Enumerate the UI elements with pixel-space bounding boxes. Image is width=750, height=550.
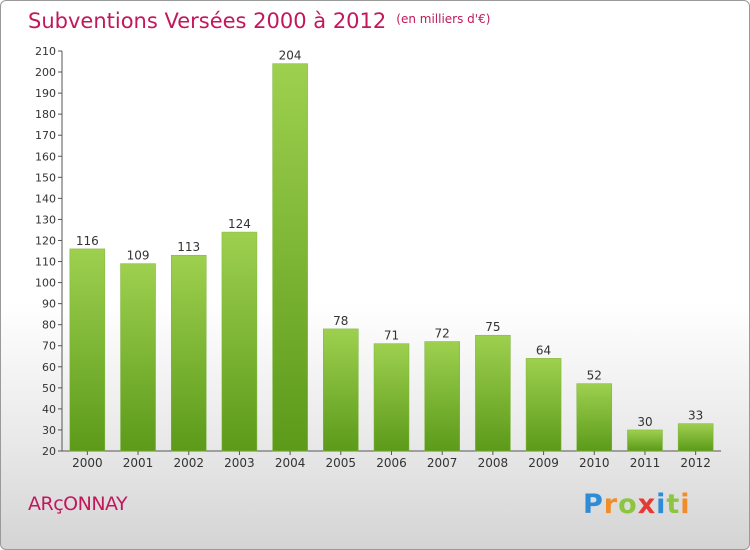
x-tick-label: 2010 xyxy=(579,456,610,470)
y-tick-label: 170 xyxy=(35,129,56,142)
y-tick-label: 40 xyxy=(42,403,56,416)
brand-letter: i xyxy=(680,489,691,520)
bar-chart: 20 30 40 50 60 70 80 90 100 110 120 130 140 150 160 170… xyxy=(35,45,721,470)
brand-letter: P xyxy=(583,489,604,520)
brand-letter: i xyxy=(656,489,667,520)
y-tick-label: 150 xyxy=(35,171,56,184)
x-tick-label: 2002 xyxy=(173,456,204,470)
value-label: 124 xyxy=(228,217,251,231)
x-tick-label: 2008 xyxy=(478,456,509,470)
y-tick-label: 20 xyxy=(42,445,56,458)
y-tick-label: 200 xyxy=(35,66,56,79)
y-tick-label: 90 xyxy=(42,298,56,311)
bar-2007 xyxy=(424,341,460,452)
value-label: 75 xyxy=(485,320,500,334)
brand-letter: r xyxy=(603,489,619,520)
x-tick-label: 2009 xyxy=(528,456,559,470)
y-tick-label: 50 xyxy=(42,382,56,395)
bar-2010 xyxy=(576,383,613,452)
brand-letter: o xyxy=(618,489,638,520)
value-label: 109 xyxy=(127,249,150,263)
value-label: 204 xyxy=(279,49,302,63)
x-tick-label: 2007 xyxy=(427,456,458,470)
value-label: 71 xyxy=(384,329,399,343)
y-tick-label: 210 xyxy=(35,45,56,58)
x-tick-label: 2005 xyxy=(326,456,357,470)
brand-letter: t xyxy=(666,489,681,520)
y-tick-label: 70 xyxy=(42,340,56,353)
bar-2012 xyxy=(677,423,714,452)
value-label: 78 xyxy=(333,314,348,328)
x-tick-label: 2004 xyxy=(275,456,306,470)
y-tick-label: 80 xyxy=(42,319,56,332)
y-tick-label: 100 xyxy=(35,277,56,290)
unit-note: (en milliers d'€) xyxy=(396,12,491,26)
commune-name: ARçONNAY xyxy=(28,493,128,515)
bar-2001 xyxy=(120,263,156,452)
brand-letter: x xyxy=(637,489,657,520)
bar-2008 xyxy=(475,334,511,452)
x-tick-label: 2003 xyxy=(224,456,255,470)
value-label: 64 xyxy=(536,343,551,357)
value-label: 33 xyxy=(688,409,703,423)
bar-2000 xyxy=(69,248,106,452)
y-tick-label: 60 xyxy=(42,361,56,374)
x-tick-label: 2011 xyxy=(630,456,661,470)
y-tick-label: 140 xyxy=(35,192,56,205)
bar-2005 xyxy=(323,328,359,452)
x-tick-label: 2000 xyxy=(72,456,103,470)
bar-2011 xyxy=(627,429,663,452)
value-label: 116 xyxy=(76,234,99,248)
proxiti-logo: Proxiti xyxy=(583,489,691,520)
value-label: 72 xyxy=(435,327,450,341)
x-tick-label: 2001 xyxy=(123,456,154,470)
value-label: 52 xyxy=(587,369,602,383)
value-label: 113 xyxy=(177,240,200,254)
bar-2009 xyxy=(525,358,562,452)
bar-2003 xyxy=(221,231,258,452)
x-tick-label: 2006 xyxy=(376,456,407,470)
chart-title: Subventions Versées 2000 à 2012 (en milli… xyxy=(28,9,490,33)
chart-title-text: Subventions Versées 2000 à 2012 xyxy=(28,9,387,33)
x-tick-label: 2012 xyxy=(680,456,711,470)
y-tick-label: 120 xyxy=(35,234,56,247)
y-tick-label: 160 xyxy=(35,150,56,163)
bar-2002 xyxy=(170,254,207,452)
value-label: 30 xyxy=(637,415,652,429)
y-tick-label: 180 xyxy=(35,108,56,121)
y-tick-label: 110 xyxy=(35,256,56,269)
bar-2004 xyxy=(272,63,308,452)
bar-2006 xyxy=(373,343,410,452)
y-tick-label: 30 xyxy=(42,424,56,437)
y-tick-label: 190 xyxy=(35,87,56,100)
y-tick-label: 130 xyxy=(35,213,56,226)
